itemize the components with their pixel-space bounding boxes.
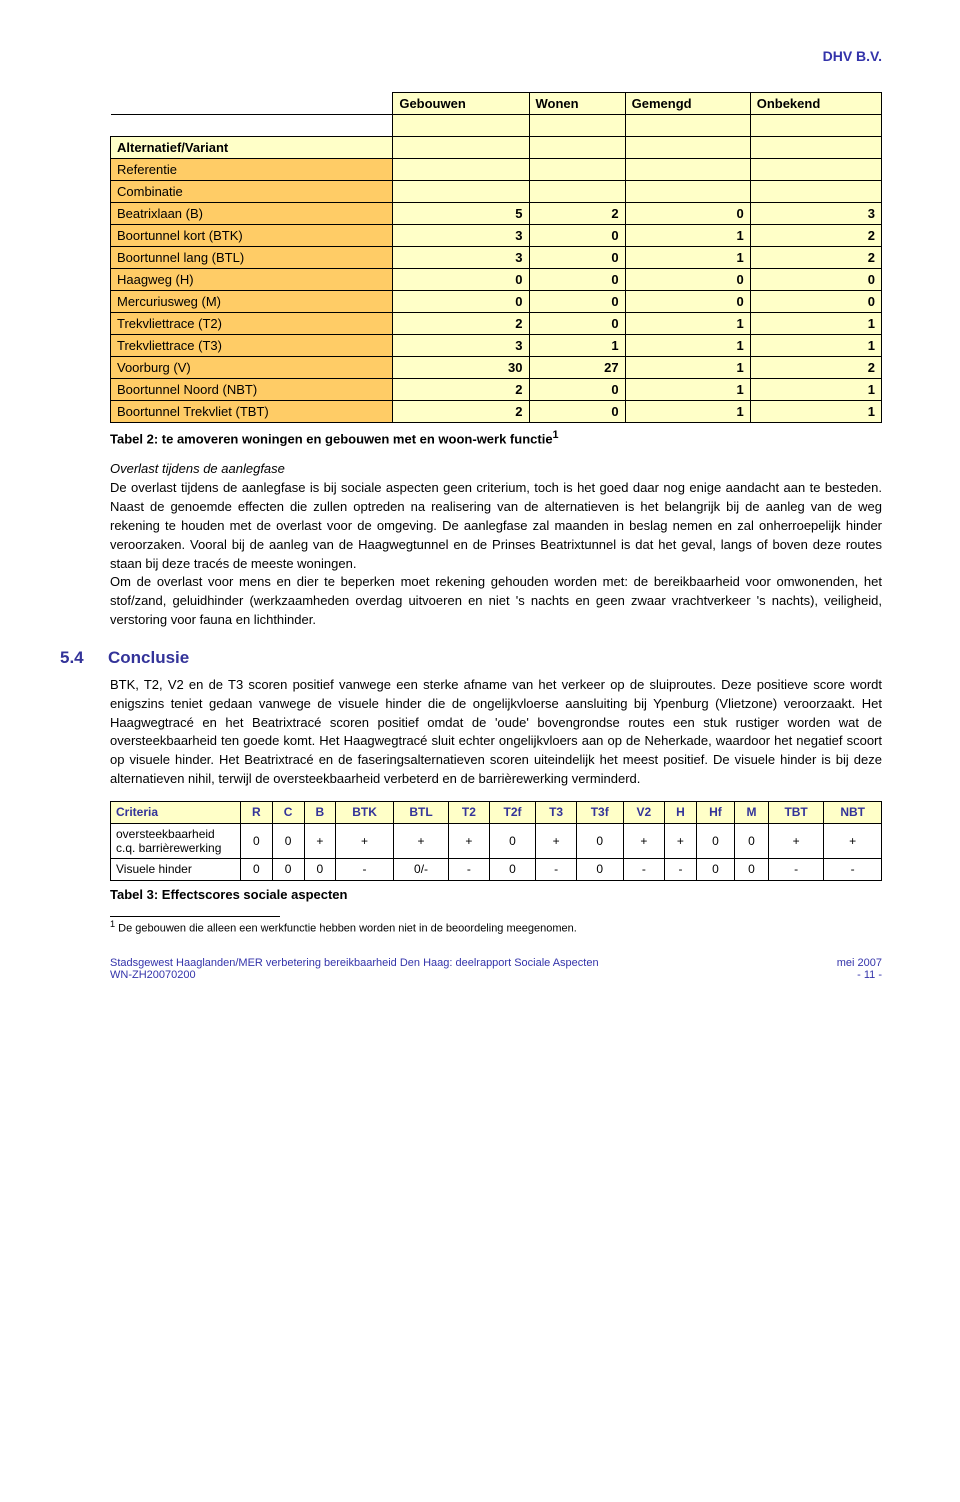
table-row: Boortunnel lang (BTL) [111, 247, 393, 269]
overlast-heading: Overlast tijdens de aanlegfase [110, 460, 882, 479]
table-row: Beatrixlaan (B) [111, 203, 393, 225]
footer-left2: WN-ZH20070200 [110, 969, 599, 981]
table-row: Voorburg (V) [111, 357, 393, 379]
t1-section: Alternatief/Variant [111, 137, 393, 159]
t2-h0: Criteria [111, 801, 241, 823]
table-row: Boortunnel kort (BTK) [111, 225, 393, 247]
overlast-p1: De overlast tijdens de aanlegfase is bij… [110, 479, 882, 573]
table1-caption: Tabel 2: te amoveren woningen en gebouwe… [110, 429, 882, 446]
table-row: Haagweg (H) [111, 269, 393, 291]
footnote: 1 De gebouwen die alleen een werkfunctie… [110, 919, 882, 935]
table-row: Trekvliettrace (T3) [111, 335, 393, 357]
conclusie-p1: BTK, T2, V2 en de T3 scoren positief van… [110, 676, 882, 789]
table-row: Visuele hinder [111, 858, 241, 880]
section-number: 5.4 [60, 648, 108, 668]
brand-header: DHV B.V. [110, 48, 882, 64]
table-row: Combinatie [111, 181, 393, 203]
table2-caption: Tabel 3: Effectscores sociale aspecten [110, 887, 882, 902]
table-row: Boortunnel Noord (NBT) [111, 379, 393, 401]
t1-h2: Gemengd [625, 93, 750, 115]
table-row: oversteekbaarheid c.q. barrièrewerking [111, 823, 241, 858]
overlast-p2: Om de overlast voor mens en dier te bepe… [110, 573, 882, 630]
footnote-rule [110, 916, 280, 917]
footer-right2: - 11 - [837, 969, 882, 981]
footer-right1: mei 2007 [837, 957, 882, 969]
table-woningen: Gebouwen Wonen Gemengd Onbekend Alternat… [110, 92, 882, 423]
table-row: Trekvliettrace (T2) [111, 313, 393, 335]
table-row: Referentie [111, 159, 393, 181]
table-row: Boortunnel Trekvliet (TBT) [111, 401, 393, 423]
t1-h0: Gebouwen [393, 93, 529, 115]
section-title: Conclusie [108, 648, 189, 668]
t1-h1: Wonen [529, 93, 625, 115]
table-effectscores: Criteria R C B BTK BTL T2 T2f T3 T3f V2 … [110, 801, 882, 881]
page-footer: Stadsgewest Haaglanden/MER verbetering b… [110, 957, 882, 981]
footer-left1: Stadsgewest Haaglanden/MER verbetering b… [110, 957, 599, 969]
table-row: Mercuriusweg (M) [111, 291, 393, 313]
t1-h3: Onbekend [750, 93, 881, 115]
